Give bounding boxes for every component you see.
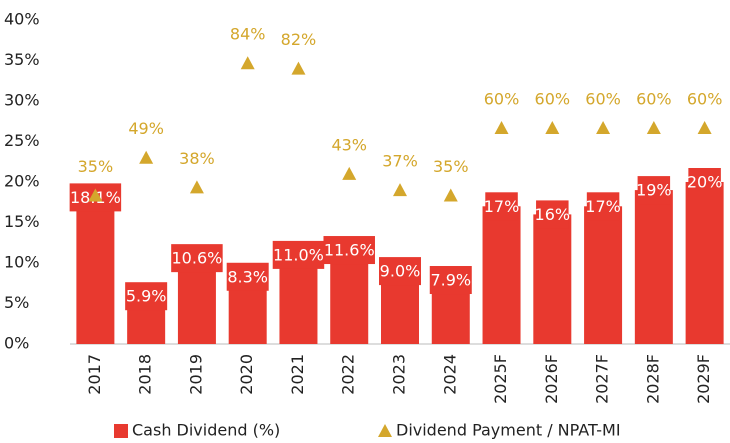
data-label: 7.9% [430,271,471,290]
y-tick-label: 40% [4,10,40,29]
bar [76,197,115,344]
triangle-marker [393,183,407,197]
x-tick-label: 2019 [186,354,205,395]
legend-swatch [378,424,392,437]
data-label-box [485,192,518,221]
legend-label: Cash Dividend (%) [132,421,280,440]
x-tick-label: 2018 [136,354,155,395]
x-tick-label: 2021 [288,354,307,395]
y-tick-label: 15% [4,212,40,231]
data-label-box [429,266,472,295]
x-tick-label: 2026F [542,354,561,404]
y-tick-label: 0% [4,334,29,353]
data-label-box [536,200,569,229]
data-label: 82% [281,30,317,49]
data-label: 60% [484,90,520,109]
data-label: 11.6% [324,241,375,260]
data-label: 19% [636,181,672,200]
bar [533,214,572,344]
bar [177,258,216,344]
bar [634,190,673,344]
legend-label: Dividend Payment / NPAT-MI [396,421,621,440]
legend-swatch [114,424,128,438]
x-tick-label: 2029F [694,354,713,404]
data-label: 60% [585,90,621,109]
x-tick-label: 2025F [491,354,510,404]
data-label-box [379,257,421,286]
triangle-marker [291,61,306,75]
data-label-box [323,236,375,265]
triangle-marker [596,121,611,134]
data-label-box [226,262,269,291]
x-tick-label: 2023 [390,354,409,395]
triangle-marker [697,121,712,134]
data-label: 35% [78,157,114,176]
x-tick-label: 2027F [593,354,612,404]
triangle-marker [342,166,357,180]
x-tick-label: 2022 [339,354,358,395]
data-label-box [586,192,620,221]
data-label: 60% [687,90,723,109]
data-label: 8.3% [227,267,268,286]
triangle-marker [189,180,204,194]
triangle-marker [494,121,509,134]
data-label-box [688,168,721,196]
data-label-box [125,282,168,311]
data-label: 16% [535,205,571,224]
triangle-marker [646,121,661,134]
data-label: 60% [535,90,571,109]
y-tick-label: 10% [4,253,40,272]
data-label: 11.0% [273,245,324,264]
bar [584,206,623,344]
triangle-marker [240,56,255,70]
data-label: 17% [484,197,520,216]
x-tick-label: 2017 [85,354,104,395]
data-label: 84% [230,25,266,44]
bar [482,206,521,344]
y-tick-label: 30% [4,91,40,110]
data-label: 60% [636,90,672,109]
data-label-box [272,240,325,269]
y-tick-label: 20% [4,172,40,191]
data-label: 49% [128,119,164,138]
triangle-marker [139,150,154,164]
data-label: 35% [433,157,469,176]
x-tick-label: 2028F [643,354,662,404]
data-label: 20% [687,173,723,192]
data-label: 38% [179,149,215,168]
y-tick-label: 5% [4,293,29,312]
x-tick-label: 2020 [237,354,256,395]
y-tick-label: 25% [4,131,40,150]
data-label: 43% [331,135,367,154]
data-label-box [171,244,223,273]
data-label: 10.6% [172,249,223,268]
data-label-box [637,176,671,205]
triangle-marker [443,188,458,202]
data-label: 17% [585,197,621,216]
triangle-marker [88,188,103,202]
x-tick-label: 2024 [440,354,459,395]
triangle-marker [545,121,560,134]
y-tick-label: 35% [4,50,40,69]
bar [330,250,369,344]
data-label: 37% [382,152,418,171]
data-label: 9.0% [380,262,421,281]
data-label: 5.9% [126,287,167,306]
bar [279,254,318,344]
bar [685,182,724,344]
